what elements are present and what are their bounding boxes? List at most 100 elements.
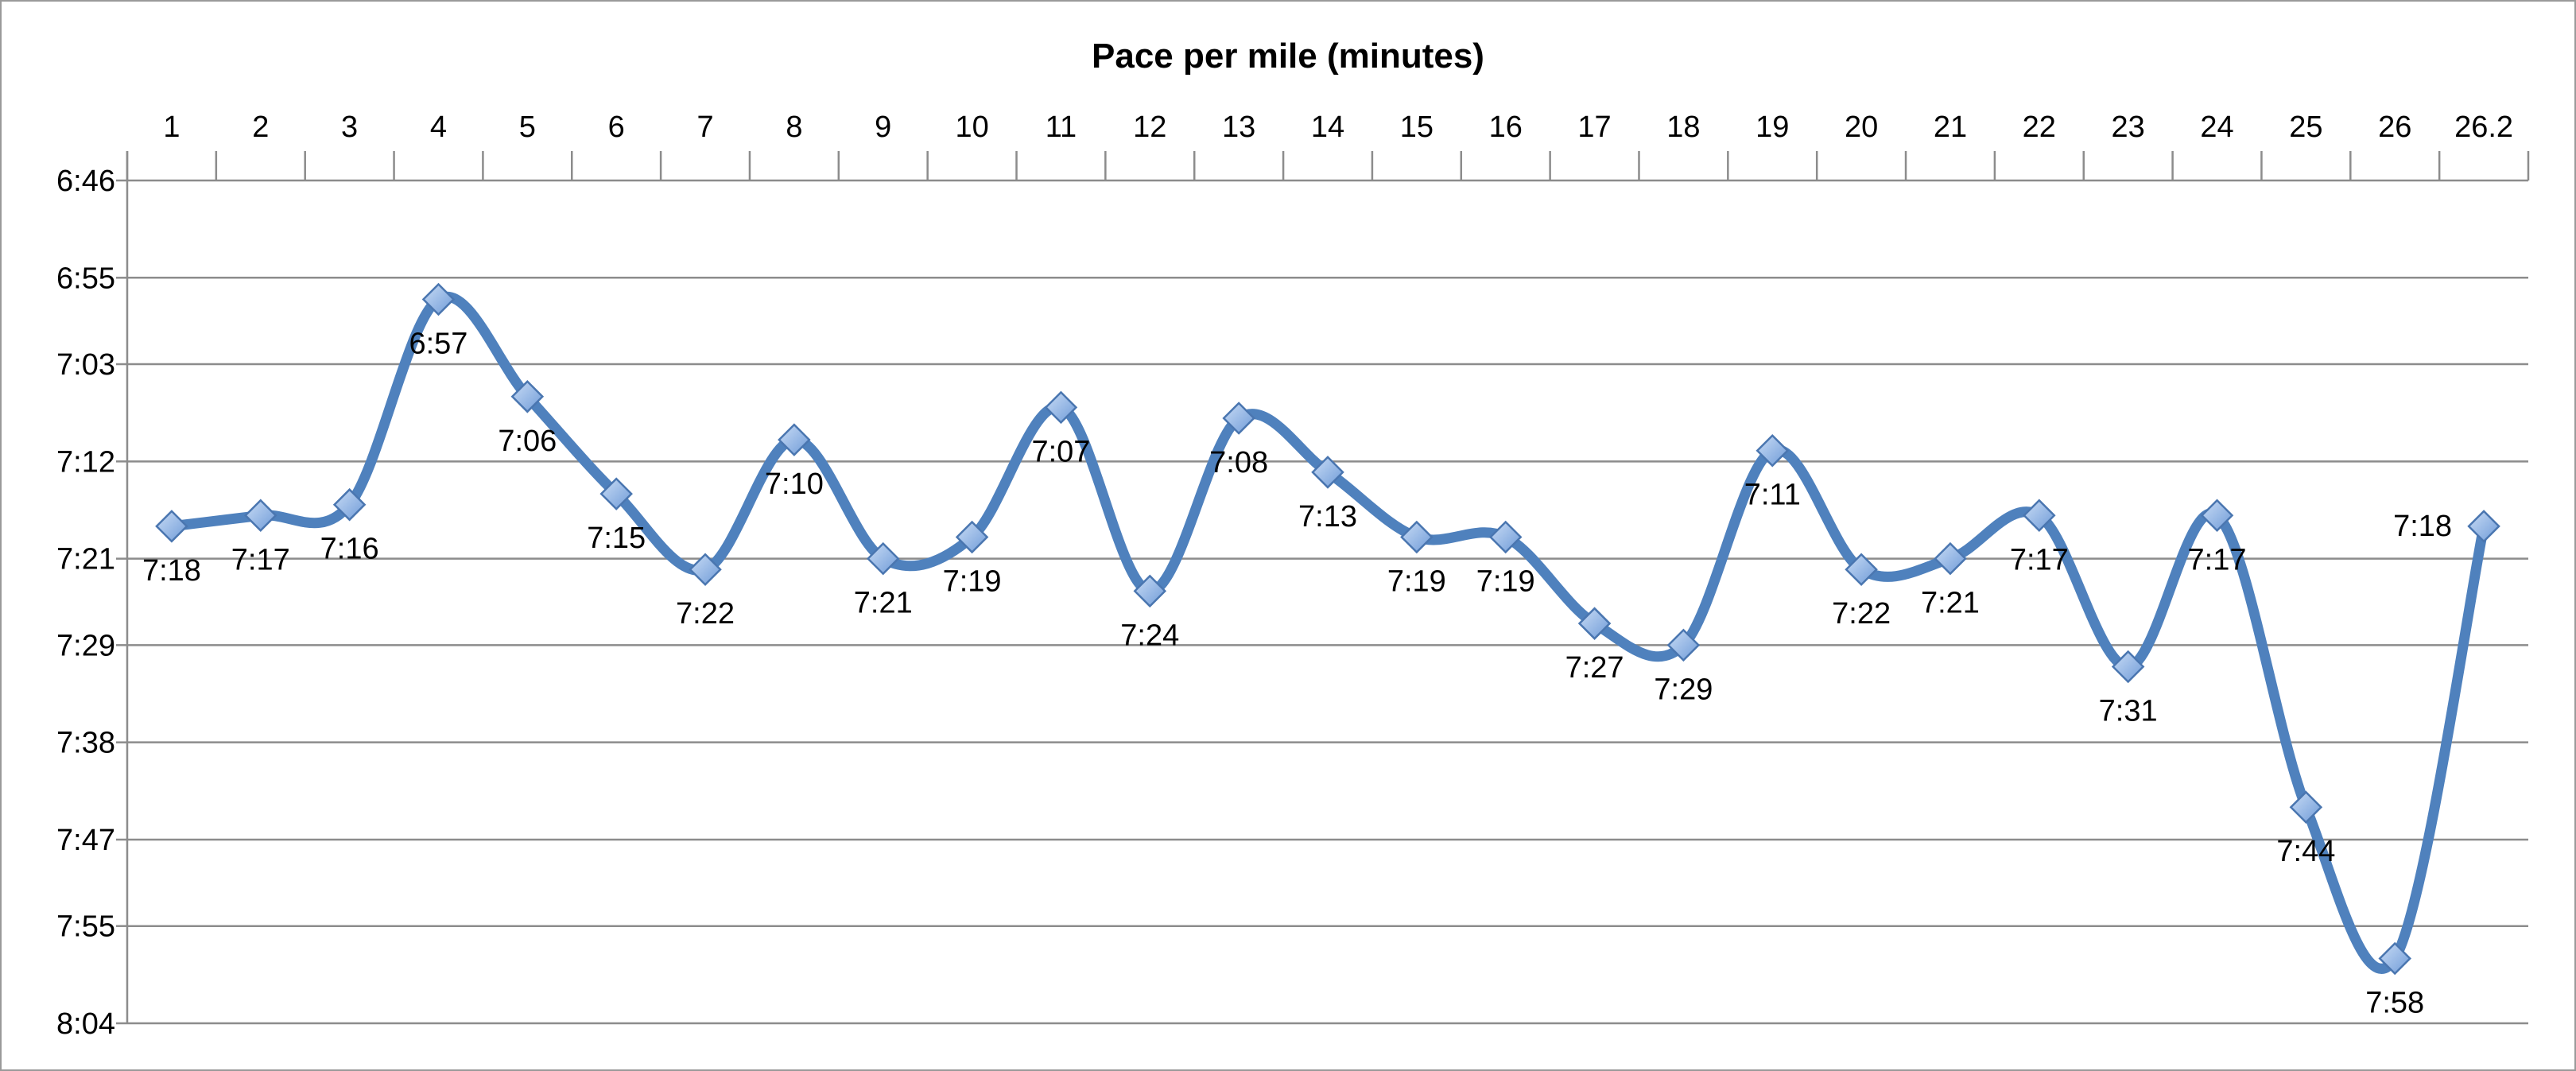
data-point-marker bbox=[1666, 628, 1701, 662]
x-tick-label: 5 bbox=[519, 111, 536, 144]
data-label: 7:27 bbox=[1565, 651, 1624, 685]
x-axis: 1 2 3 4 5 6 7 8 9 10 11 12 13 14 15 16 17 18 19 20 21 22 23 24 2… bbox=[126, 111, 2530, 180]
x-tick-label: 18 bbox=[1666, 111, 1700, 144]
y-tick-label: 7:55 bbox=[56, 910, 115, 944]
data-point-marker bbox=[1934, 541, 1967, 576]
data-point-marker bbox=[510, 380, 545, 413]
x-tick-label: 4 bbox=[430, 111, 447, 144]
x-tick-label: 1 bbox=[163, 111, 180, 144]
x-tick-label: 25 bbox=[2289, 111, 2322, 144]
data-label: 7:24 bbox=[1120, 619, 1179, 652]
x-tick-label: 19 bbox=[1755, 111, 1789, 144]
data-label: 7:15 bbox=[587, 522, 646, 555]
y-tick-label: 7:03 bbox=[56, 348, 115, 382]
data-point-marker bbox=[421, 282, 456, 316]
data-point-marker bbox=[2289, 790, 2323, 824]
data-label: 7:10 bbox=[765, 468, 824, 501]
data-label: 7:58 bbox=[2365, 986, 2424, 1019]
data-point-marker bbox=[955, 520, 989, 554]
data-point-marker bbox=[2467, 510, 2500, 543]
data-label: 7:07 bbox=[1031, 435, 1090, 468]
data-label: 7:18 bbox=[142, 554, 201, 588]
x-tick-label: 7 bbox=[696, 111, 713, 144]
chart-title: Pace per mile (minutes) bbox=[1092, 37, 1484, 76]
data-point-marker bbox=[1488, 520, 1523, 554]
data-point-marker bbox=[1577, 607, 1612, 640]
data-label: 7:06 bbox=[498, 425, 557, 458]
y-tick-label: 7:38 bbox=[56, 727, 115, 760]
x-tick-label: 14 bbox=[1311, 111, 1344, 144]
data-label: 7:44 bbox=[2276, 835, 2335, 868]
data-label: 7:18 bbox=[2393, 510, 2452, 543]
data-point-marker bbox=[689, 553, 722, 586]
y-tick-label: 6:55 bbox=[56, 262, 115, 295]
data-label: 7:11 bbox=[1744, 479, 1801, 512]
x-tick-label: 3 bbox=[341, 111, 358, 144]
series-layer bbox=[155, 282, 2500, 976]
data-point-marker bbox=[599, 477, 633, 510]
x-tick-label: 17 bbox=[1577, 111, 1611, 144]
data-point-marker bbox=[2200, 499, 2234, 533]
data-point-marker bbox=[2111, 650, 2145, 684]
x-tick-label: 11 bbox=[1046, 111, 1077, 144]
x-tick-label: 2 bbox=[252, 111, 269, 144]
x-tick-label: 26.2 bbox=[2454, 111, 2513, 144]
y-tick-label: 7:12 bbox=[56, 445, 115, 479]
x-tick-label: 12 bbox=[1133, 111, 1166, 144]
x-tick-label: 16 bbox=[1489, 111, 1523, 144]
data-point-marker bbox=[866, 541, 900, 576]
x-tick-label: 15 bbox=[1400, 111, 1433, 144]
data-point-marker bbox=[2378, 941, 2411, 976]
data-label: 7:17 bbox=[2188, 543, 2247, 576]
data-point-marker bbox=[1845, 553, 1878, 586]
data-label: 7:31 bbox=[2099, 695, 2158, 728]
x-tick-label: 6 bbox=[608, 111, 625, 144]
y-tick-label: 6:46 bbox=[56, 165, 115, 198]
pace-series-line bbox=[166, 292, 2489, 974]
x-tick-label: 24 bbox=[2200, 111, 2233, 144]
data-point-marker bbox=[778, 423, 811, 456]
data-point-marker bbox=[332, 487, 367, 522]
data-label: 7:08 bbox=[1209, 446, 1268, 479]
data-labels: 7:18 7:17 7:16 6:57 7:06 7:15 7:22 7:10 7:21 7:19… bbox=[142, 327, 2452, 1019]
data-label: 6:57 bbox=[409, 327, 467, 360]
data-label: 7:22 bbox=[1832, 597, 1891, 631]
data-label: 7:22 bbox=[676, 597, 735, 631]
data-point-marker bbox=[1044, 390, 1078, 425]
y-tick-label: 7:47 bbox=[56, 824, 115, 857]
x-tick-label: 23 bbox=[2112, 111, 2145, 144]
y-tick-label: 7:21 bbox=[56, 543, 115, 576]
x-tick-label: 10 bbox=[955, 111, 988, 144]
y-axis: 6:46 6:55 7:03 7:12 7:21 7:29 7:38 7:47 7:55 8:04 bbox=[56, 151, 129, 1041]
data-point-marker bbox=[1222, 402, 1255, 435]
y-tick-label: 8:04 bbox=[56, 1007, 115, 1041]
gridlines bbox=[127, 179, 2528, 1025]
data-label: 7:17 bbox=[2010, 543, 2069, 576]
data-label: 7:13 bbox=[1298, 500, 1357, 534]
data-label: 7:17 bbox=[231, 543, 290, 576]
data-point-marker bbox=[1311, 456, 1344, 489]
data-label: 7:19 bbox=[1387, 565, 1446, 598]
data-label: 7:21 bbox=[854, 587, 913, 620]
data-label: 7:21 bbox=[1921, 587, 1980, 620]
data-point-marker bbox=[1133, 574, 1167, 608]
data-label: 7:19 bbox=[943, 565, 1002, 598]
x-tick-label: 26 bbox=[2378, 111, 2411, 144]
x-tick-label: 22 bbox=[2023, 111, 2056, 144]
data-label: 7:19 bbox=[1476, 565, 1535, 598]
data-point-marker bbox=[244, 499, 277, 533]
y-tick-label: 7:29 bbox=[56, 629, 115, 662]
data-point-marker bbox=[155, 510, 188, 543]
data-label: 7:29 bbox=[1654, 673, 1713, 706]
x-tick-label: 21 bbox=[1934, 111, 1967, 144]
data-point-marker bbox=[1400, 520, 1433, 554]
data-label: 7:16 bbox=[320, 533, 379, 566]
x-tick-label: 20 bbox=[1845, 111, 1878, 144]
x-tick-label: 8 bbox=[786, 111, 802, 144]
data-point-marker bbox=[2023, 499, 2056, 533]
x-tick-label: 9 bbox=[875, 111, 891, 144]
data-point-marker bbox=[1755, 433, 1790, 468]
